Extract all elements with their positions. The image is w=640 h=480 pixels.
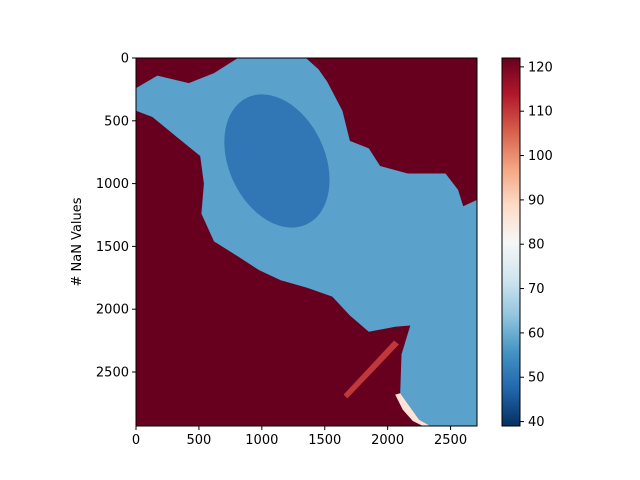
colorbar-ticks: 40 50 60 70 80 90 100 110 120 (520, 60, 553, 430)
x-tick-label: 2000 (371, 433, 404, 448)
colorbar-tick-label: 40 (528, 415, 545, 430)
region-water-body (136, 58, 477, 426)
colorbar-tick-label: 100 (528, 149, 553, 164)
colorbar-tick-label: 50 (528, 371, 545, 386)
region-land-low-strip (343, 340, 399, 399)
colorbar-tick-label: 110 (528, 105, 553, 120)
region-shore-band (395, 393, 431, 426)
x-tick-label: 1000 (245, 433, 278, 448)
colorbar-tick-label: 90 (528, 193, 545, 208)
y-tick-label: 2500 (96, 365, 129, 380)
y-tick-label: 500 (104, 114, 129, 129)
colorbar-tick-label: 60 (528, 326, 545, 341)
y-tick-label: 2000 (96, 303, 129, 318)
y-tick-label: 0 (121, 52, 129, 67)
x-tick-label: 0 (132, 433, 140, 448)
x-axis: 0 500 1000 1500 2000 2500 (132, 426, 467, 448)
y-tick-label: 1500 (96, 240, 129, 255)
axes-frame (135, 57, 478, 427)
colorbar-tick-label: 80 (528, 238, 545, 253)
y-axis: 0 500 1000 1500 2000 2500 (96, 52, 136, 380)
y-tick-label: 1000 (96, 177, 129, 192)
colorbar: 40 50 60 70 80 90 100 110 120 (501, 57, 553, 430)
colorbar-tick-label: 120 (528, 60, 553, 75)
colorbar-tick-label: 70 (528, 282, 545, 297)
colorbar-gradient (502, 58, 520, 426)
region-deep-core (224, 94, 330, 228)
heatmap-regions (136, 58, 477, 426)
colorbar-frame (501, 57, 521, 427)
x-tick-label: 2500 (434, 433, 467, 448)
x-tick-label: 1500 (308, 433, 341, 448)
plot-area (135, 57, 478, 427)
x-tick-label: 500 (187, 433, 212, 448)
y-axis-label: # NaN Values (70, 197, 85, 286)
